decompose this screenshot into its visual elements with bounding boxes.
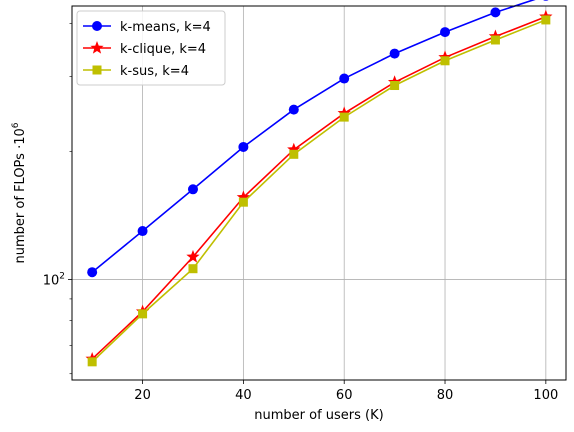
legend: k-means, k=4 k-clique, k=4 k-sus, k=4 (76, 10, 226, 86)
legend-item: k-clique, k=4 (83, 41, 206, 57)
x-tick-label: 100 (533, 388, 558, 403)
x-tick-label: 20 (134, 388, 151, 403)
series-line (91, 16, 547, 360)
data-point (339, 73, 350, 84)
data-point (490, 35, 500, 45)
data-point (236, 190, 251, 204)
x-tick-label: 80 (437, 388, 454, 403)
series-circle (87, 0, 549, 278)
legend-marker (92, 21, 102, 31)
data-point (138, 309, 148, 319)
data-point (389, 48, 400, 59)
data-point (87, 267, 98, 278)
data-point (238, 141, 249, 152)
data-point (187, 184, 198, 195)
x-axis-label: number of users (K) (254, 408, 383, 423)
y-axis-label-exponent: 6 (11, 122, 21, 128)
data-point (543, 0, 549, 1)
series-layer (85, 0, 553, 367)
data-point (440, 27, 451, 38)
y-axis-label: number of FLOPs ·106 (11, 122, 28, 263)
data-point (541, 15, 551, 25)
series-line (91, 0, 536, 273)
data-point (390, 81, 400, 91)
legend-marker (90, 41, 104, 54)
data-point (289, 149, 299, 159)
data-point (339, 112, 349, 122)
series-line (91, 19, 547, 363)
data-point (188, 264, 198, 274)
y-tick-label: 102 (43, 271, 65, 288)
data-point (137, 226, 148, 237)
data-point (287, 142, 301, 156)
data-point (238, 197, 248, 207)
axis-ticks: 20 40 60 80 100 102 (43, 23, 558, 403)
data-point (186, 249, 200, 263)
x-tick-label: 40 (235, 388, 252, 403)
data-point (490, 7, 501, 18)
series-square (87, 15, 551, 367)
x-tick-label: 60 (336, 388, 353, 403)
y-axis-label-main: number of FLOPs ·10 (13, 128, 28, 263)
legend-box (76, 10, 226, 86)
legend-marker (92, 65, 102, 75)
legend-item: k-means, k=4 (83, 20, 211, 35)
legend-label: k-sus, k=4 (120, 64, 189, 79)
legend-label: k-clique, k=4 (120, 42, 206, 57)
data-point (87, 357, 97, 367)
data-point (288, 104, 299, 115)
legend-item: k-sus, k=4 (83, 64, 189, 79)
data-point (440, 56, 450, 66)
legend-label: k-means, k=4 (120, 20, 211, 35)
plot-frame (71, 5, 567, 381)
